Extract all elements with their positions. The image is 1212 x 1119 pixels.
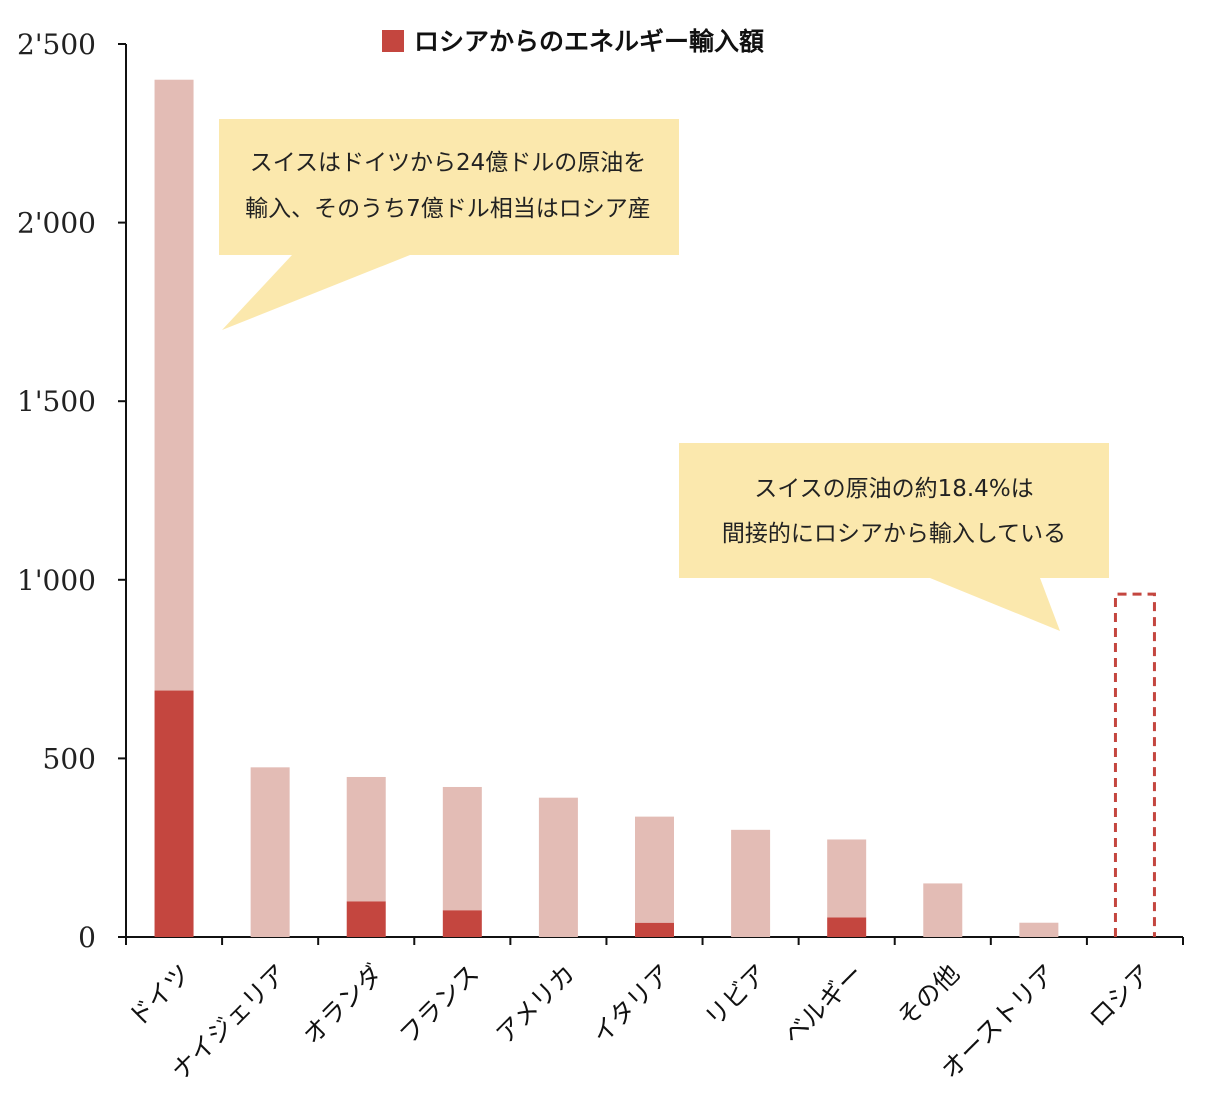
- bar-russia: [635, 922, 674, 937]
- bar-russia: [154, 690, 194, 937]
- bar-russia: [346, 901, 386, 937]
- callout-text-line: 輸入、そのうち7億ドル相当はロシア産: [245, 196, 651, 222]
- legend: ロシアからのエネルギー輸入額: [382, 27, 764, 56]
- bar-total: [923, 883, 963, 937]
- y-tick-label: 1'000: [17, 564, 96, 597]
- bar-russia: [827, 917, 867, 937]
- bars: [154, 79, 1156, 937]
- y-tick-label: 2'000: [17, 207, 96, 240]
- x-tick-label: アメリカ: [490, 959, 580, 1049]
- callout-box: [219, 119, 679, 255]
- legend-label: ロシアからのエネルギー輸入額: [414, 27, 764, 56]
- callout-text-line: スイスはドイツから24億ドルの原油を: [250, 150, 647, 176]
- x-tick-label: ロシア: [1084, 959, 1158, 1033]
- callout-text-line: 間接的にロシアから輸入している: [722, 521, 1066, 547]
- bar-total: [346, 776, 386, 902]
- bar-total: [442, 786, 482, 911]
- bar-russia: [442, 910, 482, 937]
- bar-total: [154, 79, 194, 691]
- x-tick-label: フランス: [394, 959, 485, 1050]
- x-tick-label: オランダ: [297, 959, 388, 1050]
- y-tick-label: 500: [43, 742, 96, 775]
- x-tick-label: リビア: [699, 959, 773, 1033]
- callout-pointer: [930, 578, 1060, 631]
- x-tick-label: ベルギー: [778, 959, 869, 1050]
- y-tick-label: 0: [78, 921, 96, 954]
- legend-swatch: [382, 30, 404, 52]
- x-tick-label: ドイツ: [123, 959, 197, 1033]
- callout-box: [679, 443, 1109, 578]
- bar-total: [250, 767, 290, 937]
- callout-pointer: [222, 255, 410, 330]
- bar-total: [635, 816, 674, 923]
- y-tick-label: 2'500: [17, 28, 96, 61]
- callout-text-line: スイスの原油の約18.4%は: [754, 476, 1033, 502]
- y-tick-label: 1'500: [17, 385, 96, 418]
- callouts: スイスはドイツから24億ドルの原油を輸入、そのうち7億ドル相当はロシア産スイスの…: [219, 119, 1109, 631]
- bar-total: [1019, 922, 1059, 937]
- bar-total: [538, 797, 578, 937]
- bar-total: [827, 839, 867, 918]
- bar-highlight-dashed: [1113, 592, 1156, 937]
- x-tick-label: イタリア: [586, 959, 677, 1050]
- x-tick-label: その他: [891, 959, 965, 1033]
- bar-total: [731, 829, 771, 937]
